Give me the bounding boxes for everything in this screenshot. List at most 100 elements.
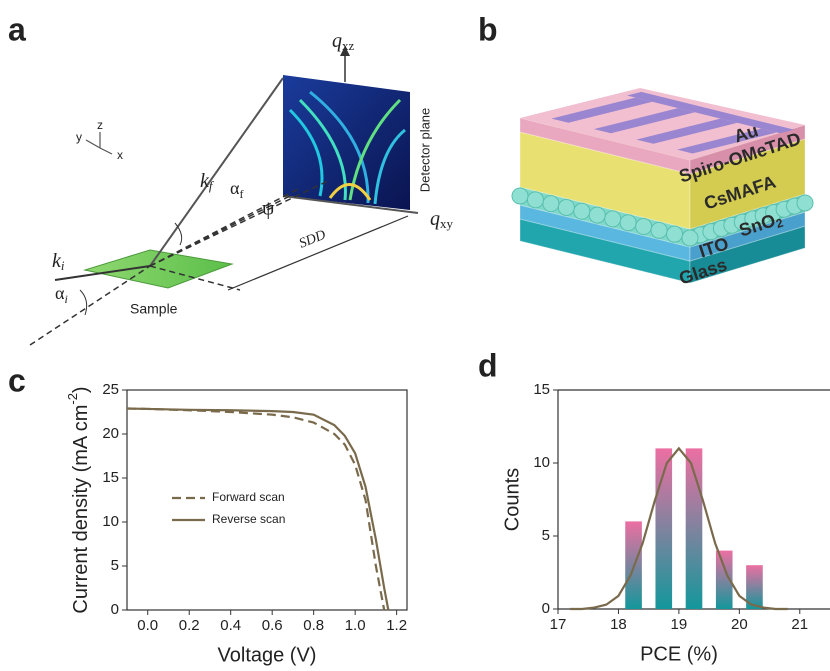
k-f: kf (200, 170, 215, 193)
subscript: xz (342, 38, 355, 53)
electrode (593, 108, 695, 134)
x-tick-label: 21 (791, 616, 808, 633)
electrode (626, 91, 795, 134)
beam (149, 265, 241, 291)
layer-face (689, 211, 806, 262)
alpha-i: αi (55, 283, 68, 306)
sphere (650, 221, 668, 239)
incident-beam (54, 265, 151, 281)
layer-face (689, 124, 806, 175)
y-tick-label: 15 (533, 381, 550, 398)
beam (149, 195, 291, 267)
x-tick-label: 0.4 (220, 617, 241, 634)
sample (83, 249, 234, 289)
sphere (666, 225, 684, 243)
x-tick-label: 20 (731, 616, 748, 633)
angle-arc (174, 222, 183, 246)
q-xy: qxy (430, 208, 454, 231)
symbol: q (430, 208, 440, 230)
subscript: xy (440, 216, 454, 231)
axis-line (282, 195, 419, 214)
symbol: k (52, 250, 62, 272)
fit-curve (570, 446, 788, 611)
detector-rings (288, 90, 406, 205)
symbol: q (332, 30, 342, 52)
electrode (551, 97, 653, 123)
y-axis-label: Counts (501, 468, 523, 531)
diagram-a: z x y qxz qxy kf ki αf αi ψ SDD Sample D… (29, 30, 454, 346)
subscript: f (209, 178, 215, 193)
sdd-arrow (227, 215, 409, 291)
x-tick-label: 18 (610, 616, 627, 633)
label-text: Current density (mA cm (70, 405, 92, 614)
y-tick-label: 0 (111, 601, 119, 618)
bar (746, 565, 763, 609)
detector-label: Detector plane (417, 108, 432, 193)
panel-label: b (478, 11, 498, 47)
y-tick-label: 25 (102, 381, 119, 398)
y-tick-label: 5 (542, 527, 550, 544)
sphere (542, 195, 560, 213)
legend-label: Reverse scan (212, 512, 285, 526)
electrode (636, 118, 738, 144)
y-tick-label: 20 (102, 425, 119, 442)
sphere (588, 206, 606, 224)
x-tick-label: 19 (671, 616, 688, 633)
layer-face (689, 138, 806, 230)
sdd-label: SDD (297, 228, 328, 252)
axes-icon (85, 132, 113, 155)
subscript: i (64, 292, 67, 306)
sphere (604, 210, 622, 228)
x-axis-label: PCE (%) (640, 643, 718, 665)
sphere (573, 202, 591, 220)
x-axis-label: Voltage (V) (218, 644, 317, 666)
legend-label: Forward scan (212, 490, 285, 504)
chart: 17 18 19 20 21 0 5 10 15 PCE (%) Counts (501, 381, 830, 665)
label-text: ) (70, 386, 92, 393)
panel-label: a (8, 11, 26, 47)
angle-arc (79, 289, 88, 316)
subscript: f (239, 187, 243, 201)
sphere (526, 191, 544, 209)
sphere (619, 214, 637, 232)
y-tick-label: 10 (102, 513, 119, 530)
axis-letter: z (97, 118, 103, 132)
layer-face (689, 225, 806, 284)
q-xz: qxz (332, 30, 355, 53)
sample-label: Sample (130, 301, 178, 317)
beam (29, 265, 151, 346)
electrode (677, 128, 777, 154)
x-tick-label: 1.2 (386, 617, 407, 634)
sphere (635, 218, 653, 236)
sphere (681, 229, 699, 247)
superscript: -2 (65, 393, 80, 405)
beam (149, 187, 301, 267)
panel-label: c (8, 362, 26, 398)
alpha-f: αf (230, 178, 243, 201)
series-line (126, 407, 390, 611)
y-axis-label: Current density (mA cm-2) (65, 386, 92, 613)
y-tick-label: 5 (111, 557, 119, 574)
axis-letter: y (76, 130, 82, 144)
symbol: α (230, 178, 240, 198)
x-tick-label: 0.6 (262, 617, 283, 634)
x-tick-label: 0.0 (137, 617, 158, 634)
y-tick-label: 0 (542, 600, 550, 617)
arrowhead (340, 46, 350, 56)
symbol: k (200, 170, 210, 192)
y-tick-label: 15 (102, 469, 119, 486)
chart: 0.0 0.2 0.4 0.6 0.8 1.0 1.2 0 5 10 15 20 25 Voltage (… (65, 381, 408, 666)
sphere (557, 198, 575, 216)
subscript: 2 (774, 216, 785, 231)
x-tick-label: 0.8 (303, 617, 324, 634)
bar (715, 550, 733, 609)
sphere (796, 194, 814, 212)
x-tick-label: 17 (550, 616, 567, 633)
plot-frame (126, 389, 408, 611)
x-tick-label: 0.2 (179, 617, 200, 634)
y-tick-label: 10 (533, 454, 550, 471)
x-tick-label: 1.0 (345, 617, 366, 634)
axis-letter: x (117, 148, 123, 162)
